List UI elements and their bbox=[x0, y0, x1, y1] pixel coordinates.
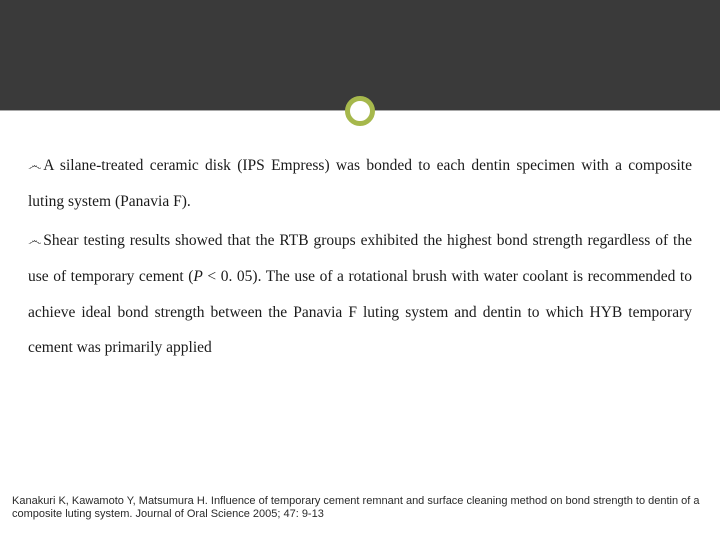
accent-ring-icon bbox=[345, 96, 375, 126]
paragraph-2-italic: P bbox=[193, 268, 202, 285]
paragraph-1: ෴A silane-treated ceramic disk (IPS Empr… bbox=[28, 148, 692, 219]
header-band bbox=[0, 0, 720, 110]
bullet-icon: ෴ bbox=[28, 157, 41, 173]
citation-text: Kanakuri K, Kawamoto Y, Matsumura H. Inf… bbox=[12, 495, 700, 523]
body-content: ෴A silane-treated ceramic disk (IPS Empr… bbox=[28, 148, 692, 370]
bullet-icon: ෴ bbox=[28, 232, 41, 248]
paragraph-1-text: A silane-treated ceramic disk (IPS Empre… bbox=[28, 157, 692, 210]
paragraph-2: ෴Shear testing results showed that the R… bbox=[28, 223, 692, 366]
